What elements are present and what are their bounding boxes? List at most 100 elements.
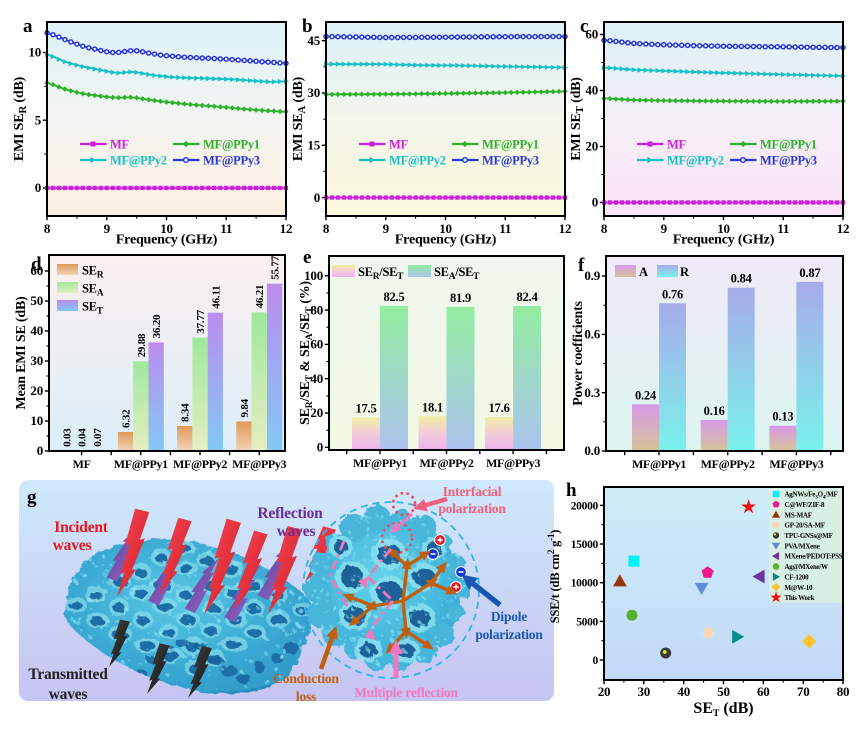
- svg-text:Reflection: Reflection: [257, 505, 323, 522]
- svg-text:MF@PPy2: MF@PPy2: [701, 457, 755, 471]
- svg-text:0.9: 0.9: [584, 268, 600, 283]
- svg-text:30: 30: [307, 85, 320, 100]
- svg-text:Multiple reflection: Multiple reflection: [354, 685, 458, 700]
- svg-text:waves: waves: [53, 537, 92, 554]
- svg-text:0.24: 0.24: [635, 388, 657, 402]
- svg-text:0: 0: [593, 655, 599, 667]
- svg-text:15: 15: [307, 138, 320, 153]
- svg-text:This Work: This Work: [785, 594, 815, 602]
- svg-text:11: 11: [499, 221, 511, 236]
- svg-text:waves: waves: [277, 523, 316, 540]
- svg-text:70: 70: [797, 684, 810, 699]
- svg-text:c: c: [580, 16, 588, 37]
- svg-text:MF@PPy1: MF@PPy1: [482, 138, 539, 152]
- svg-text:30: 30: [30, 353, 43, 368]
- svg-text:0.3: 0.3: [584, 385, 600, 400]
- svg-text:Transmitted: Transmitted: [28, 666, 108, 683]
- svg-text:6.32: 6.32: [121, 409, 133, 428]
- svg-text:0.07: 0.07: [92, 428, 104, 447]
- svg-text:55.77: 55.77: [270, 255, 282, 279]
- svg-text:e: e: [303, 247, 311, 268]
- svg-text:EMI SET (dB): EMI SET (dB): [569, 77, 586, 161]
- svg-text:b: b: [302, 16, 313, 37]
- svg-text:R: R: [680, 265, 690, 279]
- svg-text:8: 8: [44, 221, 51, 236]
- svg-text:17.5: 17.5: [355, 401, 376, 415]
- svg-text:100: 100: [304, 268, 323, 283]
- svg-text:40: 40: [585, 83, 598, 98]
- svg-text:f: f: [578, 255, 585, 276]
- svg-text:9: 9: [383, 221, 390, 236]
- svg-text:h: h: [566, 480, 577, 501]
- svg-text:GP-20/SA-MF: GP-20/SA-MF: [785, 522, 825, 530]
- svg-text:Power coefficients: Power coefficients: [571, 300, 586, 405]
- svg-text:80: 80: [837, 684, 850, 699]
- svg-text:0: 0: [314, 190, 320, 205]
- svg-text:MF@PPy2: MF@PPy2: [419, 456, 473, 470]
- svg-text:MF@PPy3: MF@PPy3: [486, 456, 540, 470]
- svg-text:MF: MF: [389, 138, 408, 152]
- svg-text:MF@PPy1: MF@PPy1: [203, 138, 260, 152]
- svg-text:MF: MF: [667, 138, 686, 152]
- svg-text:Interfacial: Interfacial: [443, 484, 502, 499]
- svg-text:46.21: 46.21: [254, 285, 266, 309]
- svg-text:0: 0: [35, 180, 41, 195]
- svg-text:Incident: Incident: [54, 519, 109, 536]
- svg-text:40: 40: [30, 323, 43, 338]
- svg-text:10: 10: [30, 413, 43, 428]
- svg-text:20: 20: [30, 383, 43, 398]
- svg-text:d: d: [31, 254, 42, 275]
- svg-text:18.1: 18.1: [422, 400, 443, 414]
- svg-text:8: 8: [323, 221, 330, 236]
- svg-text:0: 0: [317, 440, 323, 455]
- svg-text:11: 11: [777, 221, 789, 236]
- svg-text:20000: 20000: [571, 500, 599, 512]
- svg-text:0.03: 0.03: [61, 428, 73, 447]
- svg-text:CF-1200: CF-1200: [785, 573, 810, 581]
- svg-text:50: 50: [717, 684, 730, 699]
- svg-text:MF@PPy2: MF@PPy2: [667, 154, 724, 168]
- svg-text:0.84: 0.84: [731, 272, 753, 286]
- svg-text:11: 11: [220, 221, 232, 236]
- svg-text:MF@PPy2: MF@PPy2: [110, 154, 167, 168]
- svg-text:MF@PPy1: MF@PPy1: [760, 138, 817, 152]
- svg-text:0.6: 0.6: [584, 327, 600, 342]
- svg-text:MF@PPy3: MF@PPy3: [203, 154, 260, 168]
- svg-text:0.76: 0.76: [662, 287, 683, 301]
- svg-text:MF@PPy1: MF@PPy1: [632, 457, 686, 471]
- svg-text:A: A: [639, 265, 648, 279]
- svg-text:MF@PPy2: MF@PPy2: [173, 457, 227, 471]
- svg-text:0.16: 0.16: [704, 404, 725, 418]
- svg-text:9.84: 9.84: [239, 398, 251, 417]
- svg-text:Conduction: Conduction: [273, 671, 339, 686]
- svg-text:MS-MAF: MS-MAF: [785, 511, 812, 519]
- svg-text:polarization: polarization: [438, 501, 506, 516]
- svg-text:0: 0: [592, 195, 598, 210]
- svg-text:0.13: 0.13: [772, 410, 793, 424]
- svg-text:loss: loss: [296, 689, 316, 704]
- svg-text:12: 12: [837, 221, 850, 236]
- svg-text:MF@PPy3: MF@PPy3: [760, 154, 817, 168]
- svg-text:0.87: 0.87: [799, 266, 820, 280]
- svg-text:SER/SET & SEA/SET (%): SER/SET & SEA/SET (%): [298, 280, 315, 425]
- svg-text:C@WF/ZIF-8: C@WF/ZIF-8: [785, 501, 826, 509]
- svg-text:5000: 5000: [576, 616, 598, 628]
- svg-text:5: 5: [35, 113, 42, 128]
- svg-text:15000: 15000: [571, 539, 599, 551]
- svg-text:12: 12: [280, 221, 293, 236]
- svg-text:a: a: [23, 16, 33, 37]
- svg-text:EMI SER (dB): EMI SER (dB): [12, 76, 29, 161]
- svg-text:0.0: 0.0: [584, 443, 600, 458]
- svg-text:37.77: 37.77: [195, 309, 207, 333]
- svg-text:30: 30: [637, 684, 650, 699]
- svg-text:Ag@MXene/W: Ag@MXene/W: [785, 563, 829, 571]
- svg-text:MF: MF: [73, 457, 91, 471]
- svg-text:50: 50: [30, 293, 43, 308]
- svg-text:8.34: 8.34: [180, 403, 192, 422]
- svg-text:g: g: [27, 487, 37, 508]
- svg-text:81.9: 81.9: [450, 291, 471, 305]
- svg-text:PVA/MXene: PVA/MXene: [785, 542, 820, 550]
- svg-text:Frequency (GHz): Frequency (GHz): [116, 233, 218, 248]
- svg-text:SSE/t (dB cm2 g-1): SSE/t (dB cm2 g-1): [546, 530, 562, 624]
- svg-text:MF@PPy1: MF@PPy1: [114, 457, 168, 471]
